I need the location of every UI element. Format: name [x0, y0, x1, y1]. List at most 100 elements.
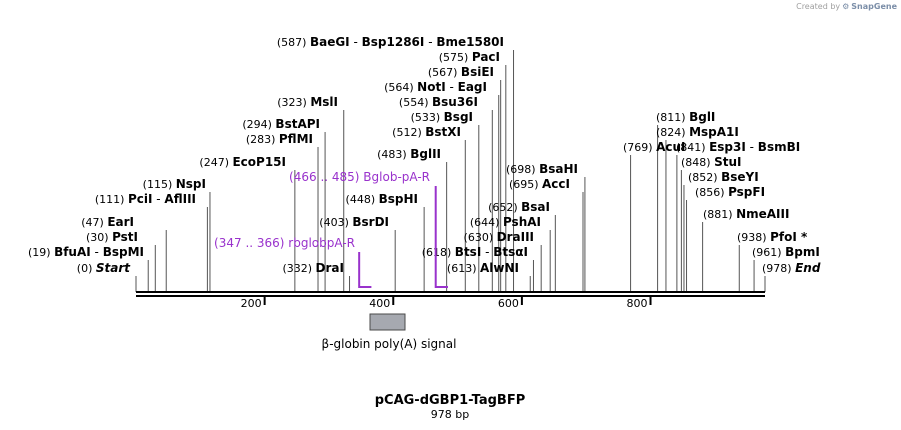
site-label[interactable]: (19) BfuAI - BspMI [28, 245, 144, 259]
site-drai[interactable]: (332) DraI [282, 261, 344, 275]
site-btsi[interactable]: (618) BtsI - BtsαI [422, 245, 528, 259]
site-nmeaiii[interactable]: (881) NmeAIII [703, 207, 789, 221]
site-start[interactable]: (0) Start [77, 261, 131, 275]
site-pfoi[interactable]: (938) PfoI * [737, 230, 808, 244]
site-label[interactable]: (961) BpmI [752, 245, 820, 259]
site-bsu36i[interactable]: (554) Bsu36I [399, 95, 478, 109]
site-eari[interactable]: (47) EarI [81, 215, 134, 229]
site-bglii[interactable]: (483) BglII [377, 147, 441, 161]
site-pspfi[interactable]: (856) PspFI [695, 185, 765, 199]
site-label[interactable]: (403) BsrDI [319, 215, 389, 229]
enzyme-name: AccI [542, 177, 570, 191]
site-bfuai[interactable]: (19) BfuAI - BspMI [28, 245, 144, 259]
primer-label[interactable]: (347 .. 366) rbglobpA-R [214, 236, 355, 250]
site-psti[interactable]: (30) PstI [86, 230, 138, 244]
site-paci[interactable]: (575) PacI [439, 50, 500, 64]
site-label[interactable]: (111) PciI - AflIII [95, 192, 196, 206]
site-label[interactable]: (332) DraI [282, 261, 344, 275]
primer-label[interactable]: (466 .. 485) Bglob-pA-R [289, 170, 430, 184]
site-label[interactable]: (564) NotI - EagI [384, 80, 487, 94]
site-nspi[interactable]: (115) NspI [143, 177, 206, 191]
site-label[interactable]: (811) BglI [656, 110, 715, 124]
site-position: (483) [377, 148, 410, 161]
primer-rbglobpa-r[interactable]: (347 .. 366) rbglobpA-R [214, 236, 372, 288]
site-pcii[interactable]: (111) PciI - AflIII [95, 192, 196, 206]
site-label[interactable]: (323) MslI [277, 95, 338, 109]
site-label[interactable]: (613) AlwNI [447, 261, 519, 275]
site-label[interactable]: (848) StuI [681, 155, 741, 169]
site-label[interactable]: (567) BsiEI [428, 65, 494, 79]
enzyme-name: BsiEI [461, 65, 494, 79]
site-esp3i[interactable]: (841) Esp3I - BsmBI [676, 140, 800, 154]
site-label[interactable]: (698) BsaHI [506, 162, 578, 176]
site-pflmi[interactable]: (283) PflMI [246, 132, 313, 146]
site-bsphi[interactable]: (448) BspHI [346, 192, 418, 206]
site-label[interactable]: (483) BglII [377, 147, 441, 161]
site-bsgi[interactable]: (533) BsgI [411, 110, 473, 124]
site-label[interactable]: (283) PflMI [246, 132, 313, 146]
site-acui[interactable]: (769) AcuI [623, 140, 686, 154]
site-label[interactable]: (47) EarI [81, 215, 134, 229]
site-label[interactable]: (618) BtsI - BtsαI [422, 245, 528, 259]
site-label[interactable]: (824) MspA1I [656, 125, 739, 139]
site-end[interactable]: (978) End [762, 261, 821, 275]
site-label[interactable]: (841) Esp3I - BsmBI [676, 140, 800, 154]
site-label[interactable]: (978) End [762, 261, 821, 275]
site-label[interactable]: (448) BspHI [346, 192, 418, 206]
site-separator: - [446, 80, 458, 94]
feature-polya-signal-box[interactable] [369, 313, 406, 331]
site-label[interactable]: (881) NmeAIII [703, 207, 789, 221]
site-bsiei[interactable]: (567) BsiEI [428, 65, 494, 79]
site-label[interactable]: (938) PfoI * [737, 230, 808, 244]
site-label[interactable]: (695) AccI [509, 177, 570, 191]
site-label[interactable]: (769) AcuI [623, 140, 686, 154]
site-alwni[interactable]: (613) AlwNI [447, 261, 519, 275]
site-label[interactable]: (852) BseYI [688, 170, 759, 184]
site-bsahi[interactable]: (698) BsaHI [506, 162, 578, 176]
site-mspa1i[interactable]: (824) MspA1I [656, 125, 739, 139]
site-bstapi[interactable]: (294) BstAPI [242, 117, 320, 131]
site-label[interactable]: (630) DraIII [464, 230, 534, 244]
site-bstxi[interactable]: (512) BstXI [392, 125, 461, 139]
site-label[interactable]: (587) BaeGI - Bsp1286I - Bme1580I [277, 35, 504, 49]
site-position: (403) [319, 216, 352, 229]
site-msli[interactable]: (323) MslI [277, 95, 338, 109]
primer-bglob-pa-r[interactable]: (466 .. 485) Bglob-pA-R [289, 170, 448, 288]
site-separator: - [746, 140, 758, 154]
site-position: (247) [199, 156, 232, 169]
site-label[interactable]: (115) NspI [143, 177, 206, 191]
site-label[interactable]: (247) EcoP15I [199, 155, 286, 169]
site-pshai[interactable]: (644) PshAI [470, 215, 541, 229]
site-baegi[interactable]: (587) BaeGI - Bsp1286I - Bme1580I [277, 35, 504, 49]
site-position: (332) [282, 262, 315, 275]
site-label[interactable]: (554) Bsu36I [399, 95, 478, 109]
site-label[interactable]: (294) BstAPI [242, 117, 320, 131]
enzyme-name: BsgI [444, 110, 473, 124]
enzyme-name: MspA1I [689, 125, 739, 139]
site-label[interactable]: (30) PstI [86, 230, 138, 244]
axis-tick-200: 200 [241, 297, 266, 310]
site-label[interactable]: (575) PacI [439, 50, 500, 64]
site-label[interactable]: (533) BsgI [411, 110, 473, 124]
site-label[interactable]: (856) PspFI [695, 185, 765, 199]
enzyme-name: EagI [458, 80, 487, 94]
site-position: (47) [81, 216, 107, 229]
site-bseyi[interactable]: (852) BseYI [688, 170, 759, 184]
site-acci[interactable]: (695) AccI [509, 177, 570, 191]
site-draiii[interactable]: (630) DraIII [464, 230, 534, 244]
site-bpmi[interactable]: (961) BpmI [752, 245, 820, 259]
site-stui[interactable]: (848) StuI [681, 155, 741, 169]
site-bsai[interactable]: (652) BsaI [488, 200, 550, 214]
site-ecop15i[interactable]: (247) EcoP15I [199, 155, 286, 169]
site-noti[interactable]: (564) NotI - EagI [384, 80, 487, 94]
plasmid-title: pCAG-dGBP1-TagBFP [375, 393, 526, 408]
site-label[interactable]: (0) Start [77, 261, 131, 275]
site-position: (961) [752, 246, 785, 259]
site-label[interactable]: (652) BsaI [488, 200, 550, 214]
site-bsrdi[interactable]: (403) BsrDI [319, 215, 389, 229]
enzyme-name: StuI [714, 155, 741, 169]
site-label[interactable]: (644) PshAI [470, 215, 541, 229]
site-label[interactable]: (512) BstXI [392, 125, 461, 139]
enzyme-name: Esp3I [709, 140, 746, 154]
site-bgli[interactable]: (811) BglI [656, 110, 715, 124]
